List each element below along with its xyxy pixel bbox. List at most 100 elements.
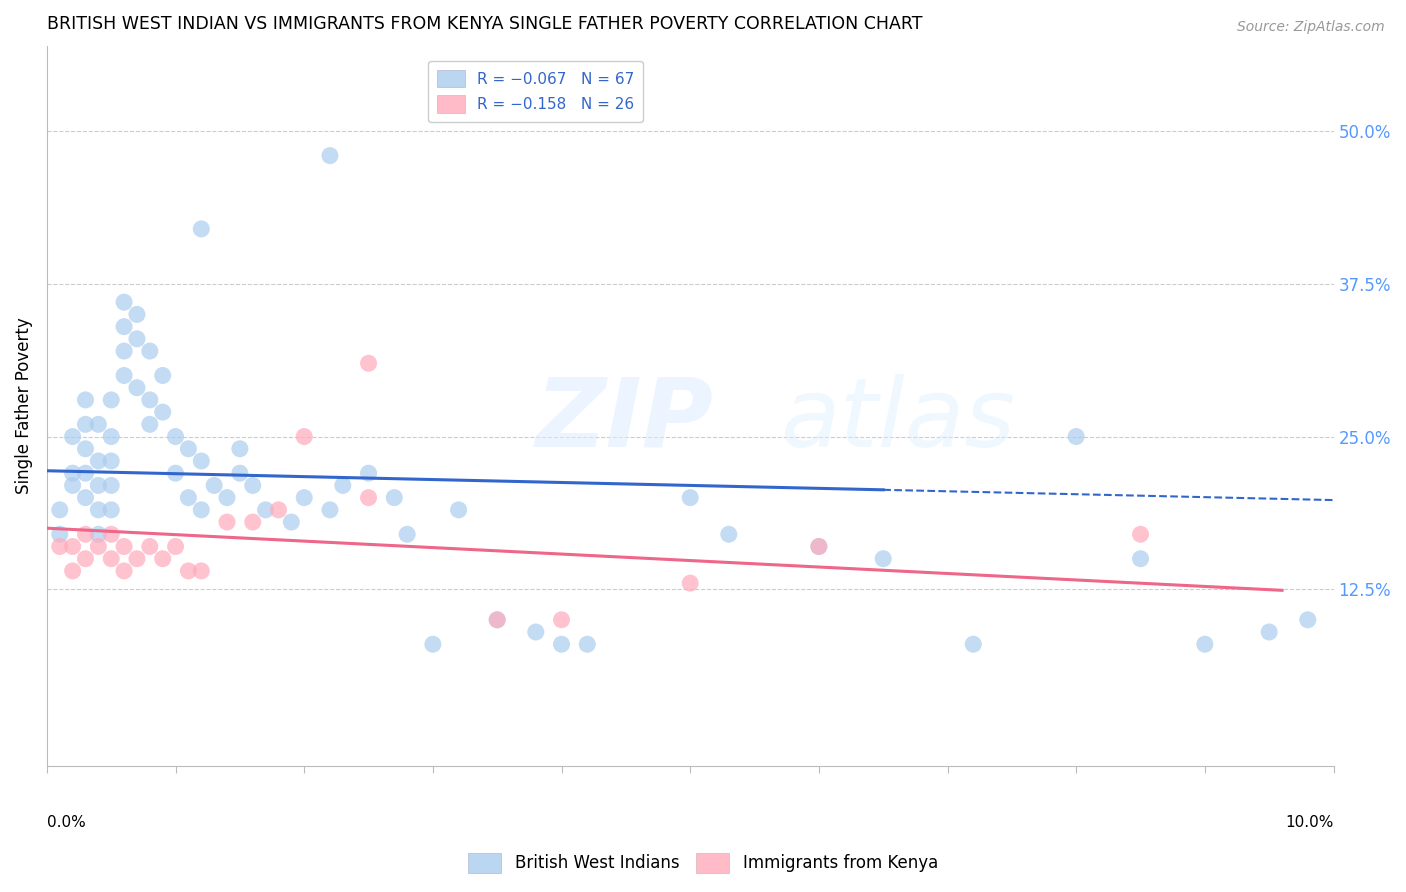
Point xyxy=(229,466,252,480)
Point xyxy=(215,491,238,505)
Point xyxy=(202,478,225,492)
Point xyxy=(165,466,187,480)
Point xyxy=(1296,613,1319,627)
Point xyxy=(87,527,110,541)
Text: BRITISH WEST INDIAN VS IMMIGRANTS FROM KENYA SINGLE FATHER POVERTY CORRELATION C: BRITISH WEST INDIAN VS IMMIGRANTS FROM K… xyxy=(46,15,922,33)
Point xyxy=(62,540,84,554)
Point xyxy=(357,356,380,370)
Point xyxy=(62,564,84,578)
Legend: R = −0.067   N = 67, R = −0.158   N = 26: R = −0.067 N = 67, R = −0.158 N = 26 xyxy=(429,61,644,122)
Point xyxy=(112,564,135,578)
Point xyxy=(152,368,174,383)
Point xyxy=(242,515,264,529)
Point xyxy=(100,503,122,517)
Point xyxy=(190,454,212,468)
Point xyxy=(280,515,302,529)
Point xyxy=(332,478,354,492)
Point xyxy=(152,551,174,566)
Point xyxy=(177,442,200,456)
Legend: British West Indians, Immigrants from Kenya: British West Indians, Immigrants from Ke… xyxy=(461,847,945,880)
Point xyxy=(550,613,572,627)
Point xyxy=(87,478,110,492)
Point xyxy=(125,307,148,321)
Point xyxy=(319,503,342,517)
Point xyxy=(292,491,315,505)
Point xyxy=(1258,625,1281,640)
Point xyxy=(422,637,444,651)
Point xyxy=(75,442,97,456)
Point xyxy=(679,576,702,591)
Point xyxy=(112,344,135,359)
Point xyxy=(807,540,830,554)
Point xyxy=(215,515,238,529)
Point xyxy=(49,540,72,554)
Point xyxy=(87,540,110,554)
Point xyxy=(576,637,599,651)
Point xyxy=(139,344,162,359)
Point xyxy=(1129,527,1152,541)
Point xyxy=(267,503,290,517)
Point xyxy=(550,637,572,651)
Point xyxy=(139,417,162,432)
Point xyxy=(292,429,315,443)
Point xyxy=(112,319,135,334)
Point xyxy=(254,503,277,517)
Point xyxy=(807,540,830,554)
Point xyxy=(1064,429,1087,443)
Text: 10.0%: 10.0% xyxy=(1285,815,1333,830)
Point xyxy=(75,417,97,432)
Point xyxy=(177,491,200,505)
Point xyxy=(319,148,342,162)
Point xyxy=(62,478,84,492)
Point xyxy=(190,564,212,578)
Point xyxy=(75,466,97,480)
Text: Source: ZipAtlas.com: Source: ZipAtlas.com xyxy=(1237,20,1385,34)
Text: ZIP: ZIP xyxy=(536,374,714,467)
Point xyxy=(679,491,702,505)
Point xyxy=(139,392,162,407)
Point xyxy=(49,527,72,541)
Point xyxy=(75,491,97,505)
Point xyxy=(100,478,122,492)
Point xyxy=(190,222,212,236)
Point xyxy=(62,466,84,480)
Point xyxy=(100,392,122,407)
Point xyxy=(447,503,470,517)
Point xyxy=(242,478,264,492)
Text: atlas: atlas xyxy=(780,374,1015,467)
Point xyxy=(486,613,509,627)
Point xyxy=(87,454,110,468)
Point xyxy=(75,527,97,541)
Point xyxy=(177,564,200,578)
Point xyxy=(139,540,162,554)
Point xyxy=(1194,637,1216,651)
Point xyxy=(190,503,212,517)
Point xyxy=(75,551,97,566)
Point xyxy=(112,295,135,310)
Point xyxy=(125,551,148,566)
Point xyxy=(962,637,984,651)
Point xyxy=(100,551,122,566)
Point xyxy=(165,540,187,554)
Point xyxy=(486,613,509,627)
Point xyxy=(229,442,252,456)
Point xyxy=(100,527,122,541)
Point xyxy=(125,332,148,346)
Point xyxy=(100,454,122,468)
Point xyxy=(872,551,894,566)
Point xyxy=(87,417,110,432)
Y-axis label: Single Father Poverty: Single Father Poverty xyxy=(15,318,32,494)
Point xyxy=(100,429,122,443)
Text: 0.0%: 0.0% xyxy=(46,815,86,830)
Point xyxy=(396,527,419,541)
Point xyxy=(112,368,135,383)
Point xyxy=(49,503,72,517)
Point xyxy=(125,381,148,395)
Point xyxy=(75,392,97,407)
Point xyxy=(62,429,84,443)
Point xyxy=(382,491,405,505)
Point xyxy=(357,491,380,505)
Point xyxy=(87,503,110,517)
Point xyxy=(357,466,380,480)
Point xyxy=(112,540,135,554)
